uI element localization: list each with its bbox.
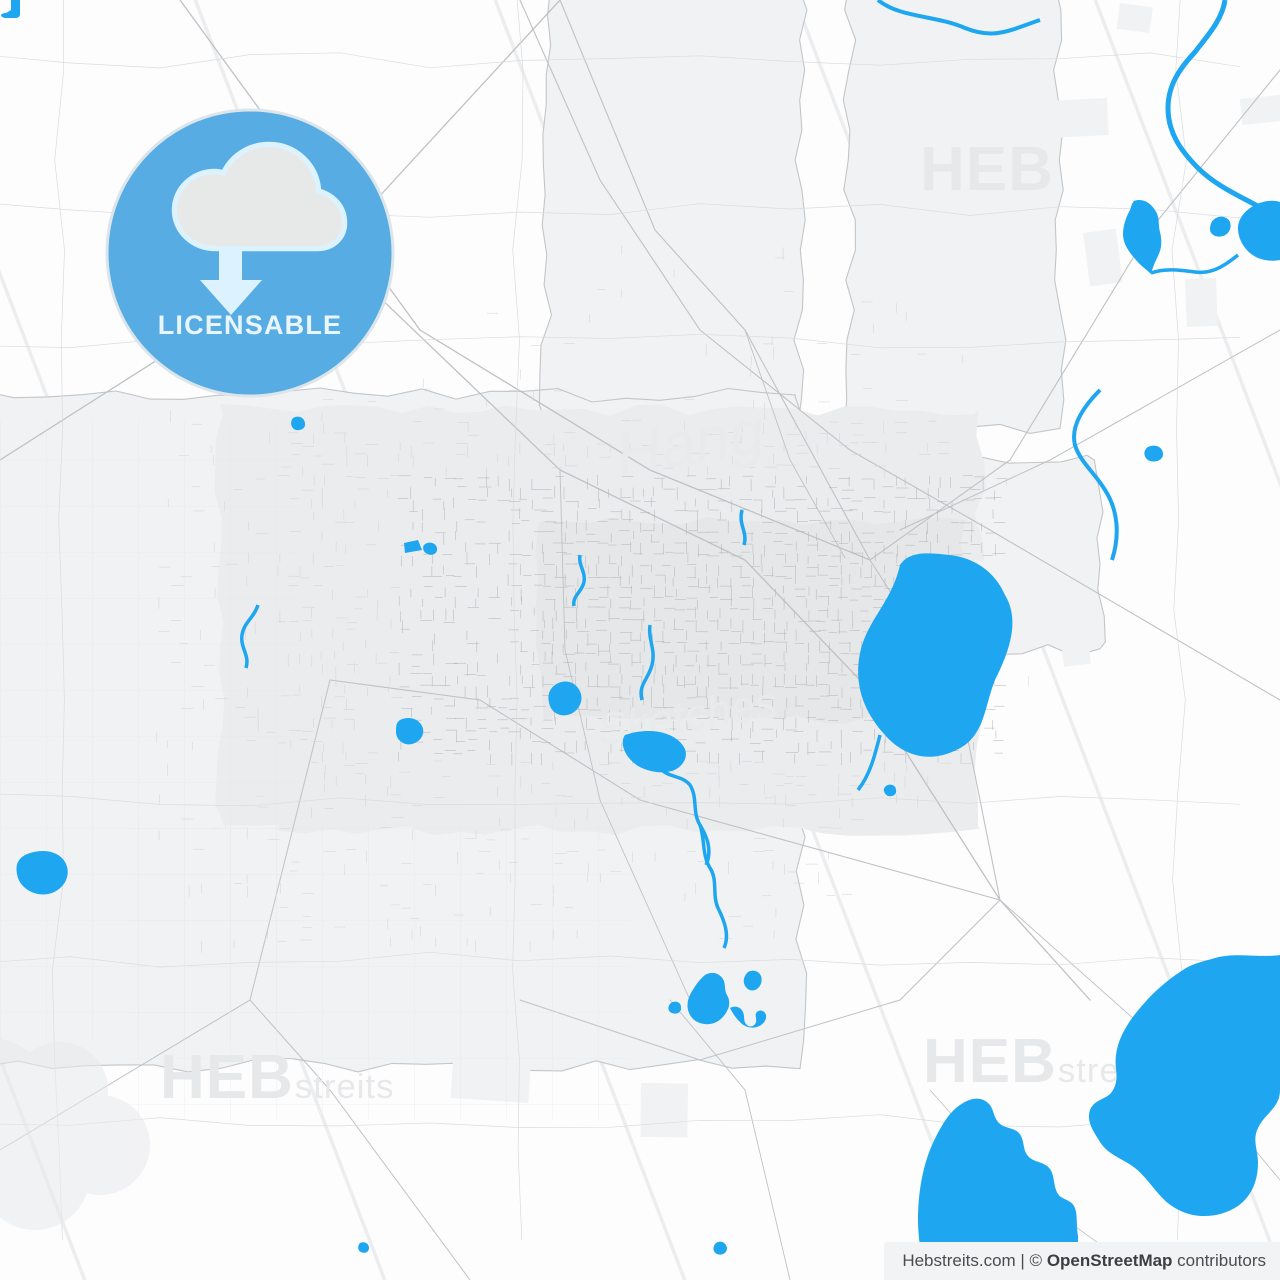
svg-text:LICENSABLE: LICENSABLE <box>158 310 343 340</box>
svg-text:HEB: HEB <box>920 135 1054 204</box>
